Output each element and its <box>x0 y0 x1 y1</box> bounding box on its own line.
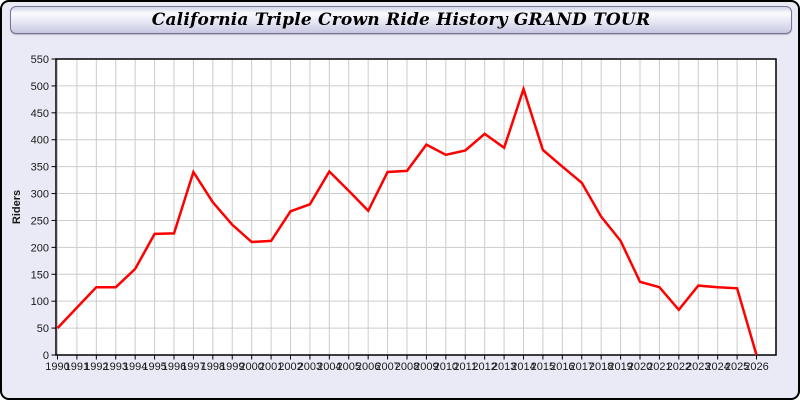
y-tick-label: 0 <box>43 350 49 362</box>
y-tick-label: 250 <box>31 215 49 227</box>
x-tick-label: 2009 <box>414 361 438 373</box>
chart-title: California Triple Crown Ride History GRA… <box>151 10 651 30</box>
x-tick-label: 2013 <box>492 361 516 373</box>
x-tick-label: 2018 <box>589 361 613 373</box>
y-tick-label: 500 <box>31 81 49 93</box>
x-tick-label: 2001 <box>259 361 283 373</box>
x-tick-label: 2004 <box>317 361 341 373</box>
x-tick-label: 2008 <box>395 361 419 373</box>
x-tick-label: 2005 <box>337 361 361 373</box>
x-tick-label: 1996 <box>162 361 186 373</box>
x-tick-label: 2020 <box>628 361 652 373</box>
y-axis-title: Riders <box>11 190 23 224</box>
x-tick-label: 1997 <box>181 361 205 373</box>
x-tick-label: 2024 <box>705 361 729 373</box>
x-tick-label: 2012 <box>472 361 496 373</box>
y-tick-label: 400 <box>31 135 49 147</box>
plot-area <box>56 59 776 355</box>
y-tick-label: 100 <box>31 296 49 308</box>
x-tick-label: 1998 <box>201 361 225 373</box>
x-tick-label: 2002 <box>278 361 302 373</box>
x-tick-label: 1991 <box>65 361 89 373</box>
y-tick-label: 350 <box>31 162 49 174</box>
y-tick-label: 300 <box>31 189 49 201</box>
x-tick-label: 2006 <box>356 361 380 373</box>
x-tick-label: 1992 <box>84 361 108 373</box>
riders-series-line <box>56 85 758 356</box>
y-tick-label: 50 <box>37 323 49 335</box>
x-tick-label: 1995 <box>142 361 166 373</box>
x-tick-label: 1994 <box>123 361 147 373</box>
title-bar: California Triple Crown Ride History GRA… <box>10 6 792 34</box>
x-tick-label: 2026 <box>744 361 768 373</box>
x-tick-label: 1990 <box>45 361 69 373</box>
plot-frame <box>55 58 777 356</box>
x-tick-label: 2000 <box>239 361 263 373</box>
x-tick-label: 1993 <box>104 361 128 373</box>
x-tick-label: 2007 <box>375 361 399 373</box>
x-tick-label: 1999 <box>220 361 244 373</box>
x-tick-label: 2010 <box>434 361 458 373</box>
x-tick-label: 2022 <box>667 361 691 373</box>
x-tick-label: 2015 <box>531 361 555 373</box>
x-tick-label: 2014 <box>511 361 535 373</box>
y-tick-label: 150 <box>31 269 49 281</box>
x-tick-label: 2021 <box>647 361 671 373</box>
x-tick-label: 2019 <box>608 361 632 373</box>
x-tick-label: 2023 <box>686 361 710 373</box>
y-tick-label: 200 <box>31 242 49 254</box>
x-tick-label: 2003 <box>298 361 322 373</box>
x-tick-label: 2011 <box>453 361 477 373</box>
x-tick-label: 2025 <box>725 361 749 373</box>
y-tick-label: 550 <box>31 54 49 66</box>
x-tick-label: 2017 <box>570 361 594 373</box>
x-tick-label: 2016 <box>550 361 574 373</box>
y-tick-label: 450 <box>31 108 49 120</box>
